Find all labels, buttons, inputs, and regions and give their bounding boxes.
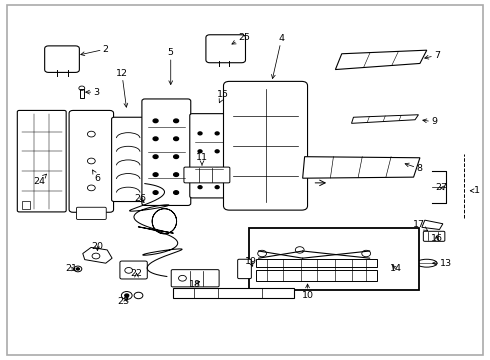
Circle shape <box>388 261 393 265</box>
Circle shape <box>173 137 178 140</box>
Circle shape <box>173 155 178 158</box>
Polygon shape <box>351 115 418 123</box>
Circle shape <box>198 150 202 153</box>
Text: 23: 23 <box>118 297 130 306</box>
Circle shape <box>215 132 219 135</box>
Circle shape <box>125 294 129 297</box>
Text: 18: 18 <box>189 280 201 289</box>
Text: 13: 13 <box>433 259 452 268</box>
Circle shape <box>76 268 79 270</box>
Text: 25: 25 <box>232 33 250 44</box>
Circle shape <box>215 168 219 171</box>
Circle shape <box>173 191 178 194</box>
Circle shape <box>173 119 178 123</box>
Text: 14: 14 <box>390 265 401 274</box>
FancyBboxPatch shape <box>184 167 230 183</box>
FancyBboxPatch shape <box>45 46 79 72</box>
Text: 19: 19 <box>245 257 257 266</box>
Circle shape <box>153 191 158 194</box>
Polygon shape <box>422 220 443 229</box>
FancyBboxPatch shape <box>69 111 114 212</box>
Text: 9: 9 <box>423 117 437 126</box>
Text: 2: 2 <box>81 45 109 55</box>
FancyBboxPatch shape <box>423 231 445 241</box>
Text: 21: 21 <box>66 265 77 274</box>
Polygon shape <box>335 50 427 69</box>
Circle shape <box>215 186 219 189</box>
FancyBboxPatch shape <box>120 261 147 279</box>
FancyBboxPatch shape <box>17 111 66 212</box>
FancyBboxPatch shape <box>206 35 245 63</box>
Text: 27: 27 <box>436 183 447 192</box>
Text: 8: 8 <box>405 163 422 173</box>
Bar <box>249 228 419 291</box>
FancyBboxPatch shape <box>142 99 191 206</box>
Text: 26: 26 <box>134 194 146 203</box>
Circle shape <box>198 168 202 171</box>
Polygon shape <box>83 247 112 263</box>
Circle shape <box>153 155 158 158</box>
Circle shape <box>153 137 158 140</box>
Text: 6: 6 <box>93 170 100 183</box>
Text: 15: 15 <box>217 90 229 103</box>
Text: 7: 7 <box>425 51 440 60</box>
Text: 20: 20 <box>92 242 103 251</box>
Text: 16: 16 <box>431 234 442 243</box>
Bar <box>172 288 294 298</box>
Circle shape <box>215 150 219 153</box>
Circle shape <box>173 173 178 176</box>
Text: 24: 24 <box>33 174 47 186</box>
FancyBboxPatch shape <box>112 117 145 202</box>
Text: 12: 12 <box>116 69 128 107</box>
Bar <box>256 270 377 281</box>
Circle shape <box>198 186 202 189</box>
FancyBboxPatch shape <box>223 81 308 210</box>
Circle shape <box>153 119 158 123</box>
Text: 17: 17 <box>413 220 428 230</box>
FancyBboxPatch shape <box>190 114 228 198</box>
FancyBboxPatch shape <box>171 270 219 287</box>
Text: 5: 5 <box>168 48 174 85</box>
Polygon shape <box>303 157 420 178</box>
Text: 1: 1 <box>470 186 480 195</box>
Bar <box>80 89 84 98</box>
Text: 10: 10 <box>301 284 314 300</box>
Circle shape <box>198 132 202 135</box>
Bar <box>256 259 377 267</box>
Text: 11: 11 <box>196 153 208 165</box>
Text: 3: 3 <box>86 87 99 96</box>
Text: 22: 22 <box>130 269 143 278</box>
Bar <box>22 201 30 209</box>
Text: 4: 4 <box>271 34 285 78</box>
Circle shape <box>153 173 158 176</box>
FancyBboxPatch shape <box>76 207 106 220</box>
FancyBboxPatch shape <box>238 259 251 279</box>
